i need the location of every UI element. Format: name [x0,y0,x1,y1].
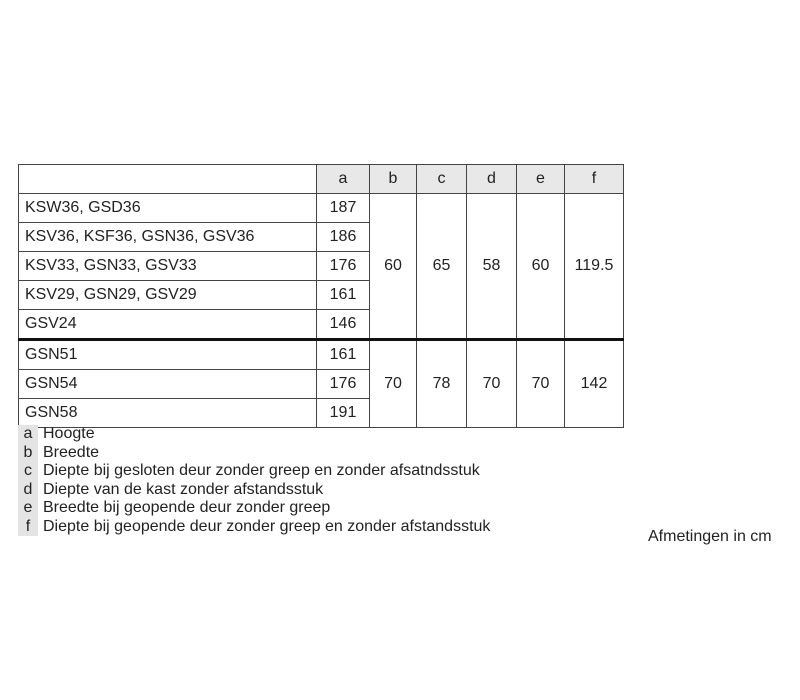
legend-text: Diepte bij geopende deur zonder greep en… [43,517,491,535]
model-cell: GSN51 [18,338,317,370]
dimensions-table: a b c d e f KSW36, GSD36 187 60 65 58 60… [18,164,624,428]
legend-text: Hoogte [43,425,95,442]
cabinet-depth-cell: 58 [466,193,517,340]
header-e: e [516,164,565,194]
legend-key: c [18,462,38,481]
height-cell: 187 [316,193,370,223]
legend-key: d [18,480,38,499]
height-cell: 176 [316,251,370,281]
legend-item: a Hoogte [18,425,490,444]
legend-text: Breedte bij geopende deur zonder greep [43,499,331,516]
width-open-cell: 60 [516,193,565,340]
table-row: GSN58 191 [18,398,624,428]
model-cell: GSN54 [18,369,317,399]
legend-key: b [18,443,38,462]
height-cell: 161 [316,338,370,370]
model-cell: GSV24 [18,309,317,340]
table-row: GSN51 161 70 78 70 70 142 [18,338,624,428]
header-f: f [564,164,624,194]
header-row: a b c d e f [18,164,624,194]
cabinet-depth-cell: 70 [466,338,517,428]
model-cell: GSN58 [18,398,317,428]
legend-item: d Diepte van de kast zonder afstandsstuk [18,480,490,499]
header-b: b [369,164,417,194]
legend: a Hoogte b Breedte c Diepte bij gesloten de… [18,425,490,536]
depth-open-cell: 142 [564,338,624,428]
legend-key: e [18,499,38,518]
legend-item: c Diepte bij gesloten deur zonder greep e… [18,462,490,481]
height-cell: 176 [316,369,370,399]
units-note: Afmetingen in cm [648,528,772,545]
table-row: KSW36, GSD36 187 60 65 58 60 119.5 [18,193,624,340]
legend-key: a [18,425,38,444]
header-a: a [316,164,370,194]
table-row: KSV36, KSF36, GSN36, GSV36 186 [18,222,624,252]
model-cell: KSW36, GSD36 [18,193,317,223]
header-d: d [466,164,517,194]
height-cell: 161 [316,280,370,310]
table-row: GSN54 176 [18,369,624,399]
header-c: c [416,164,467,194]
model-cell: KSV33, GSN33, GSV33 [18,251,317,281]
legend-text: Diepte van de kast zonder afstandsstuk [43,480,324,498]
table-row: KSV29, GSN29, GSV29 161 [18,280,624,310]
legend-key: f [18,517,38,536]
table-row: GSV24 146 [18,309,624,340]
height-cell: 186 [316,222,370,252]
legend-text: Breedte [43,443,100,461]
header-model [18,164,317,194]
legend-item: f Diepte bij geopende deur zonder greep e… [18,517,491,536]
width-cell: 70 [369,338,417,428]
depth-open-cell: 119.5 [564,193,624,340]
depth-closed-cell: 65 [416,193,467,340]
model-cell: KSV29, GSN29, GSV29 [18,280,317,310]
depth-closed-cell: 78 [416,338,467,428]
height-cell: 146 [316,309,370,340]
legend-text: Diepte bij gesloten deur zonder greep en… [43,462,480,479]
legend-item: e Breedte bij geopende deur zonder greep [18,499,490,518]
model-cell: KSV36, KSF36, GSN36, GSV36 [18,222,317,252]
width-open-cell: 70 [516,338,565,428]
legend-item: b Breedte [18,443,490,462]
width-cell: 60 [369,193,417,340]
height-cell: 191 [316,398,370,428]
